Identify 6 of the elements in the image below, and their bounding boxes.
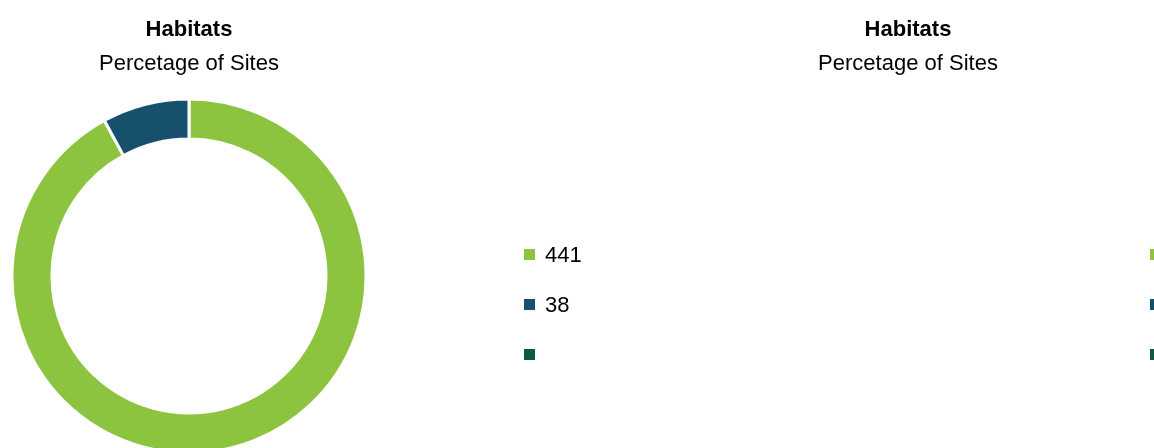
chart-title: Habitats [145, 16, 233, 41]
text: Percetage of Sites [818, 50, 998, 75]
chart-subtitle: Percetage of Sites [99, 50, 279, 75]
legend-label: 38 [545, 292, 570, 317]
legend-label: 441 [545, 242, 582, 267]
text: Habitats [864, 16, 952, 41]
